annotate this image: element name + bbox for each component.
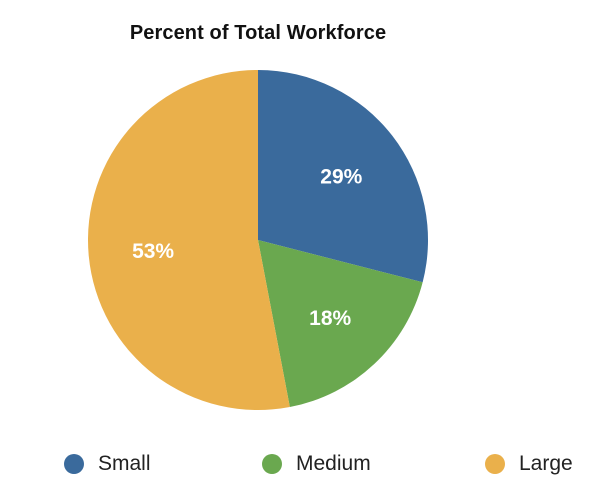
legend-item-medium[interactable]: Medium bbox=[262, 451, 371, 477]
slice-label-small: 29% bbox=[320, 165, 362, 188]
pie-slice-large[interactable] bbox=[88, 69, 290, 410]
legend-label-large: Large bbox=[519, 452, 573, 475]
legend-swatch-large bbox=[485, 454, 505, 474]
legend-item-small[interactable]: Small bbox=[64, 451, 151, 477]
legend-swatch-small bbox=[64, 454, 84, 474]
legend-item-large[interactable]: Large bbox=[485, 451, 573, 477]
slice-label-large: 53% bbox=[132, 240, 174, 263]
pie-slice-small[interactable] bbox=[258, 70, 429, 283]
legend-label-small: Small bbox=[98, 452, 151, 475]
slice-label-medium: 18% bbox=[309, 307, 351, 330]
legend-swatch-medium bbox=[262, 454, 282, 474]
chart-title: Percent of Total Workforce bbox=[129, 22, 387, 44]
pie-slice-medium[interactable] bbox=[258, 240, 423, 407]
legend-label-medium: Medium bbox=[296, 452, 371, 475]
